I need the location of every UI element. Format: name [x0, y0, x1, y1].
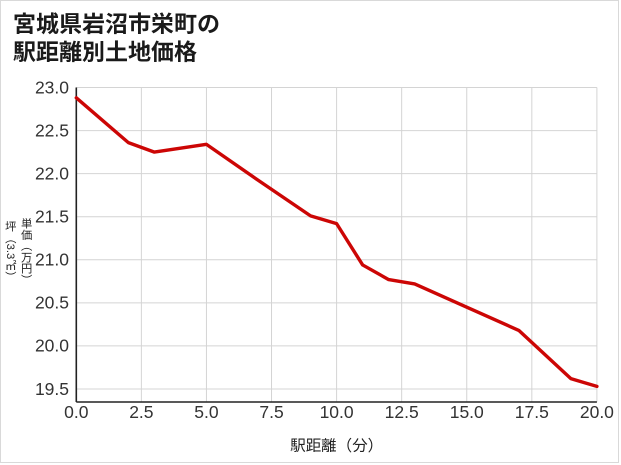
svg-text:20.5: 20.5	[35, 293, 69, 313]
svg-text:7.5: 7.5	[259, 402, 283, 422]
svg-text:10.0: 10.0	[320, 402, 354, 422]
svg-text:20.0: 20.0	[35, 336, 69, 356]
svg-text:0.0: 0.0	[64, 402, 89, 422]
svg-text:2.5: 2.5	[129, 402, 153, 422]
svg-text:19.5: 19.5	[35, 379, 69, 399]
svg-text:22.5: 22.5	[35, 120, 69, 140]
svg-text:17.5: 17.5	[515, 402, 549, 422]
svg-text:21.0: 21.0	[35, 250, 69, 270]
svg-text:15.0: 15.0	[450, 402, 484, 422]
svg-text:20.0: 20.0	[580, 402, 614, 422]
svg-text:23.0: 23.0	[35, 77, 69, 97]
svg-text:12.5: 12.5	[385, 402, 419, 422]
svg-text:21.5: 21.5	[35, 207, 69, 227]
svg-text:22.0: 22.0	[35, 163, 69, 183]
svg-text:駅距離（分）: 駅距離（分）	[290, 437, 383, 455]
svg-text:5.0: 5.0	[194, 402, 219, 422]
